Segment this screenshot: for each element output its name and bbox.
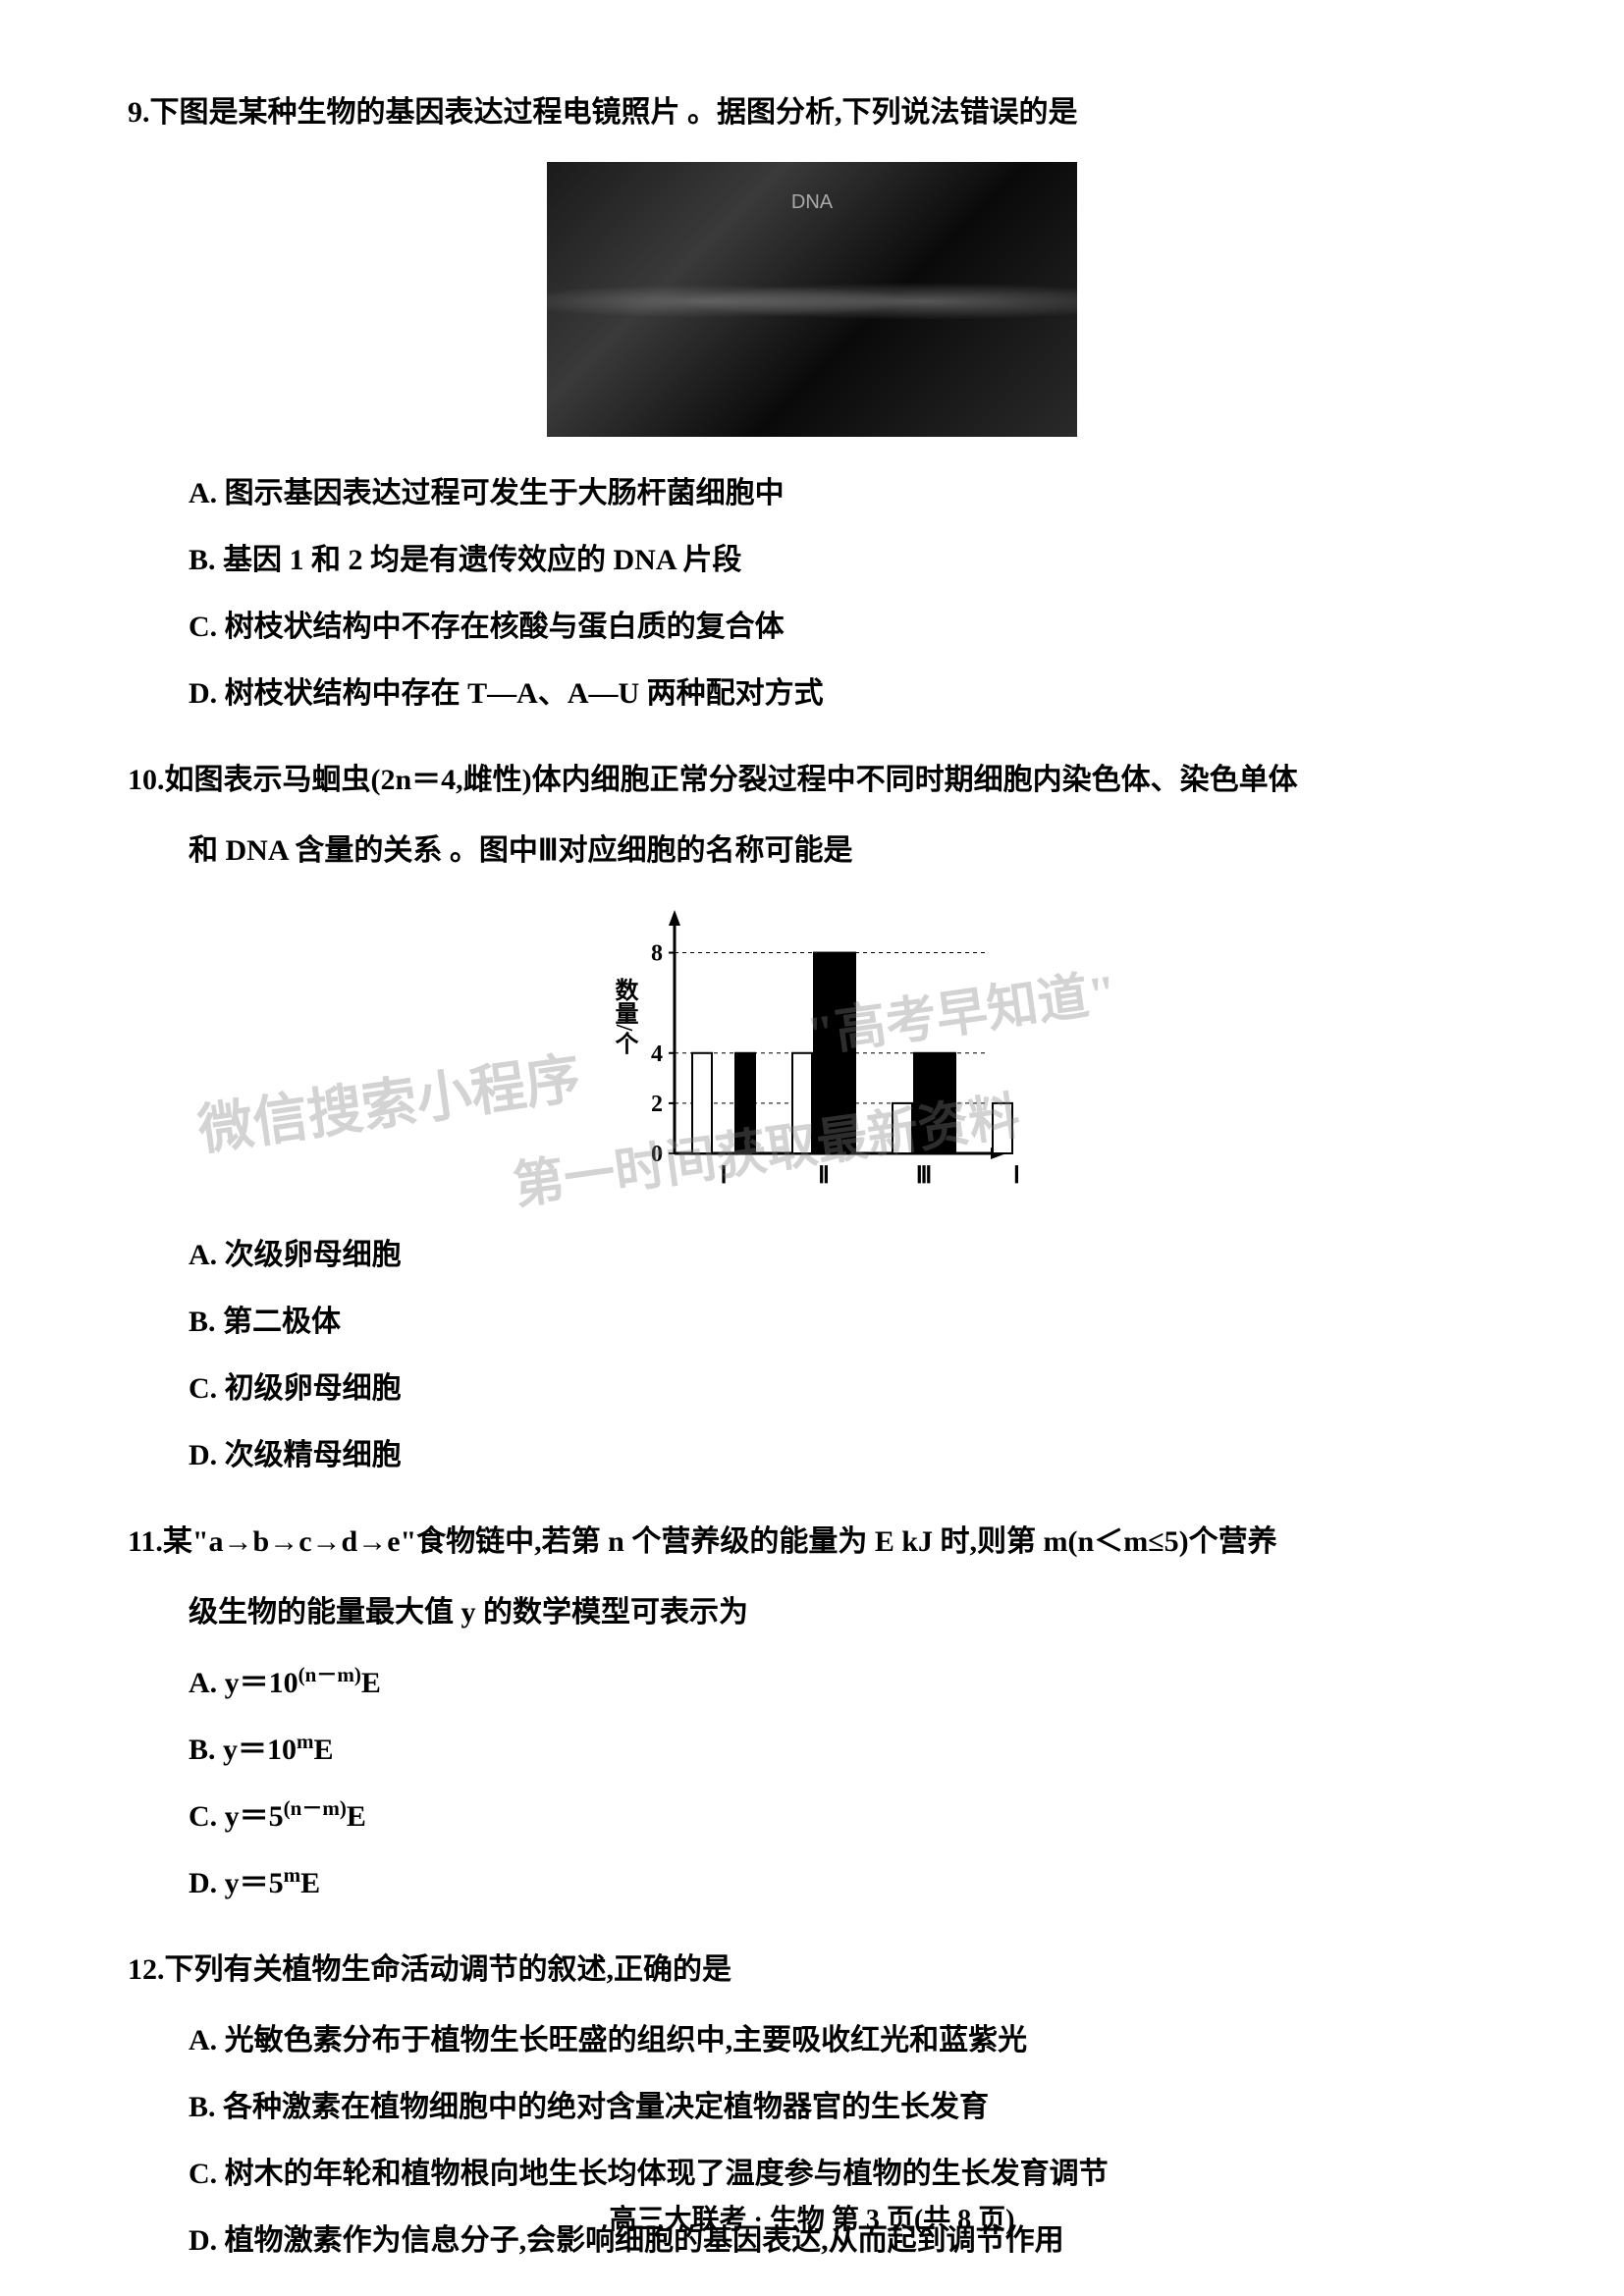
q11-stem: 11.某"a→b→c→d→e"食物链中,若第 n 个营养级的能量为 E kJ 时… (128, 1513, 1496, 1572)
q11-d-base: D. y＝5 (189, 1867, 284, 1899)
q11-option-d: D. y＝5mE (128, 1854, 1496, 1913)
svg-text:0: 0 (651, 1142, 663, 1167)
q10-stem: 10.如图表示马蛔虫(2n＝4,雌性)体内细胞正常分裂过程中不同时期细胞内染色体… (128, 751, 1496, 810)
q9-stem: 9.下图是某种生物的基因表达过程电镜照片 。据图分析,下列说法错误的是 (128, 83, 1496, 142)
q12-option-b: B. 各种激素在植物细胞中的绝对含量决定植物器官的生长发育 (128, 2078, 1496, 2137)
q9-option-d: D. 树枝状结构中存在 T—A、A—U 两种配对方式 (128, 665, 1496, 723)
y-axis-label: 数量/个 (611, 978, 638, 1055)
q11-b-sup: m (297, 1730, 314, 1753)
q10-stem-line2: 和 DNA 含量的关系 。图中Ⅲ对应细胞的名称可能是 (128, 822, 1496, 881)
q11-c-sup: (n－m) (284, 1796, 347, 1820)
q9-option-c: C. 树枝状结构中不存在核酸与蛋白质的复合体 (128, 598, 1496, 657)
page-footer: 高三大联考 · 生物 第 3 页(共 8 页) (0, 2198, 1624, 2237)
bars-group (692, 953, 1018, 1153)
q11-a-end: E (361, 1667, 381, 1699)
x-labels: Ⅰ Ⅱ Ⅲ Ⅳ (720, 1163, 1018, 1189)
q12-option-a: A. 光敏色素分布于植物生长旺盛的组织中,主要吸收红光和蓝紫光 (128, 2011, 1496, 2070)
y-axis-arrow (669, 910, 680, 926)
svg-text:Ⅱ: Ⅱ (818, 1163, 830, 1189)
q10-option-b: B. 第二极体 (128, 1293, 1496, 1352)
q11-d-sup: m (284, 1863, 301, 1887)
svg-text:8: 8 (651, 941, 663, 967)
q10-bar-chart: 数量/个 0 2 4 8 Ⅰ Ⅱ Ⅲ Ⅳ (606, 898, 1018, 1202)
q12-text: 下列有关植物生命活动调节的叙述,正确的是 (165, 1953, 732, 1986)
svg-text:Ⅰ: Ⅰ (720, 1163, 727, 1189)
q9-option-a: A. 图示基因表达过程可发生于大肠杆菌细胞中 (128, 464, 1496, 523)
q10-option-d: D. 次级精母细胞 (128, 1426, 1496, 1485)
q11-c-base: C. y＝5 (189, 1800, 284, 1833)
q9-text: 下图是某种生物的基因表达过程电镜照片 。据图分析,下列说法错误的是 (150, 96, 1078, 129)
question-11: 11.某"a→b→c→d→e"食物链中,若第 n 个营养级的能量为 E kJ 时… (128, 1513, 1496, 1913)
chart-svg: 数量/个 0 2 4 8 Ⅰ Ⅱ Ⅲ Ⅳ (606, 898, 1018, 1202)
q10-option-a: A. 次级卵母细胞 (128, 1226, 1496, 1285)
svg-text:Ⅲ: Ⅲ (916, 1163, 933, 1189)
q10-number: 10. (128, 764, 165, 796)
q10-text: 如图表示马蛔虫(2n＝4,雌性)体内细胞正常分裂过程中不同时期细胞内染色体、染色… (165, 764, 1298, 796)
q11-c-end: E (347, 1800, 366, 1833)
dna-label: DNA (791, 191, 833, 214)
q9-image-em-photo: DNA (547, 162, 1077, 437)
q11-d-end: E (300, 1867, 320, 1899)
q11-option-b: B. y＝10mE (128, 1721, 1496, 1780)
q10-option-c: C. 初级卵母细胞 (128, 1360, 1496, 1418)
q11-text: 某"a→b→c→d→e"食物链中,若第 n 个营养级的能量为 E kJ 时,则第… (163, 1525, 1277, 1558)
q11-number: 11. (128, 1525, 163, 1558)
question-10: 10.如图表示马蛔虫(2n＝4,雌性)体内细胞正常分裂过程中不同时期细胞内染色体… (128, 751, 1496, 1485)
q11-stem-line2: 级生物的能量最大值 y 的数学模型可表示为 (128, 1583, 1496, 1642)
q12-number: 12. (128, 1953, 165, 1986)
svg-text:Ⅳ: Ⅳ (1013, 1163, 1018, 1189)
svg-text:2: 2 (651, 1092, 663, 1117)
q11-option-c: C. y＝5(n－m)E (128, 1788, 1496, 1846)
q11-option-a: A. y＝10(n－m)E (128, 1654, 1496, 1713)
q9-number: 9. (128, 96, 150, 129)
q9-option-b: B. 基因 1 和 2 均是有遗传效应的 DNA 片段 (128, 531, 1496, 590)
q12-option-c: C. 树木的年轮和植物根向地生长均体现了温度参与植物的生长发育调节 (128, 2145, 1496, 2204)
q11-b-base: B. y＝10 (189, 1734, 297, 1766)
question-9: 9.下图是某种生物的基因表达过程电镜照片 。据图分析,下列说法错误的是 DNA … (128, 83, 1496, 723)
q12-stem: 12.下列有关植物生命活动调节的叙述,正确的是 (128, 1941, 1496, 2000)
q11-a-base: A. y＝10 (189, 1667, 298, 1699)
q11-b-end: E (314, 1734, 334, 1766)
q11-a-sup: (n－m) (298, 1663, 361, 1686)
svg-text:4: 4 (651, 1041, 663, 1067)
